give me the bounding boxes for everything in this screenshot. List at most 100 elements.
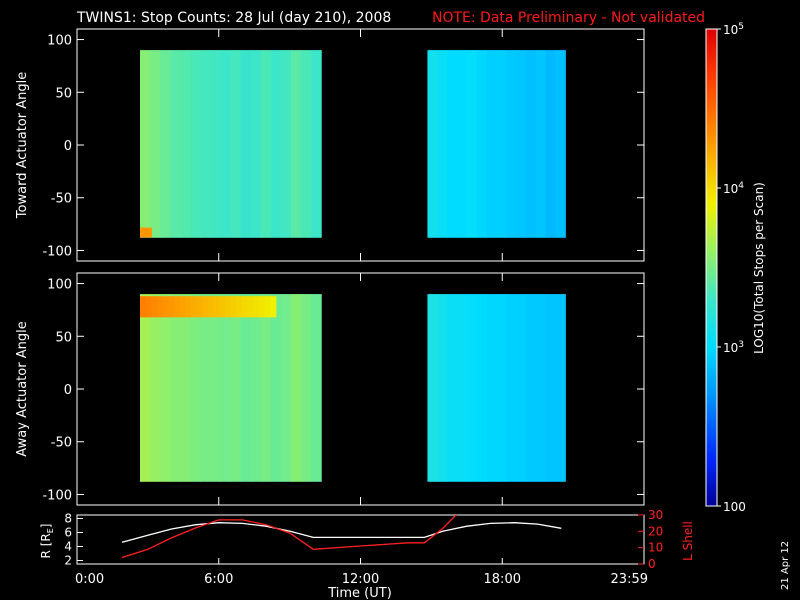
radius-ytick-label: 4 <box>64 540 72 554</box>
toward-block2-column <box>437 50 448 238</box>
away-ytick-label: -100 <box>42 488 72 503</box>
away-block1-column <box>210 294 222 482</box>
orbit-lines <box>121 515 562 559</box>
date-stamp: 21 Apr 12 <box>780 541 791 590</box>
away-band-cell <box>190 296 198 318</box>
colorbar-tick-label: 100 <box>723 500 746 514</box>
away-block1-column <box>150 294 161 482</box>
away-block1-column <box>311 294 322 482</box>
away-block1-column <box>260 294 272 482</box>
toward-panel: -100 -50 0 50 100 Toward Actuator Angle <box>15 28 645 262</box>
away-band-cell <box>213 296 220 318</box>
toward-block2-column <box>466 50 478 238</box>
away-block1-column <box>160 294 171 482</box>
time-xtick-label: 23:59 <box>611 572 648 587</box>
away-ytick-label: -50 <box>51 436 72 451</box>
away-block1-column <box>250 294 262 482</box>
away-block1-column <box>170 294 181 482</box>
away-block2-column <box>476 294 488 482</box>
toward-block1-column <box>190 50 201 238</box>
away-panel: -100 -50 0 50 100 Away Actuator Angle <box>15 272 645 506</box>
lshell-ytick-label: 20 <box>648 524 663 538</box>
away-band-cell <box>173 296 181 318</box>
away-block1-column <box>301 294 312 482</box>
away-block1-column <box>190 294 201 482</box>
away-block1-column <box>180 294 191 482</box>
away-block2-column <box>506 294 517 482</box>
colorbar-label: LOG10(Total Stops per Scan) <box>752 182 766 354</box>
away-band-cell <box>241 296 249 318</box>
toward-block1-column <box>290 50 302 238</box>
lshell-ytick-label: 30 <box>648 508 663 522</box>
away-band-cell <box>219 296 226 318</box>
toward-block1-column <box>150 50 161 238</box>
toward-block1-column <box>280 50 292 238</box>
away-block1-column <box>280 294 292 482</box>
radius-ytick-label: 6 <box>64 526 72 540</box>
toward-block2-column <box>525 50 537 238</box>
lshell-ytick-label: 10 <box>648 541 663 555</box>
radius-line <box>121 522 562 543</box>
colorbar-ticks: 105 104 103 100 <box>717 22 746 514</box>
away-band-cell <box>253 296 260 318</box>
away-band-cell <box>179 296 186 318</box>
away-block2-column <box>456 294 468 482</box>
toward-block1-column <box>311 50 322 238</box>
toward-block2-column <box>476 50 488 238</box>
time-xtick-label: 12:00 <box>342 572 379 587</box>
away-block2-column <box>516 294 527 482</box>
away-block2-column <box>447 294 458 482</box>
away-band-cell <box>185 296 192 318</box>
toward-block1-column <box>170 50 181 238</box>
colorbar: 105 104 103 100 LOG10(Total Stops per Scan) <box>705 22 766 514</box>
toward-block1-column <box>270 50 282 238</box>
away-block2-column <box>525 294 537 482</box>
toward-ytick-label: -100 <box>42 244 72 259</box>
away-ytick-label: 0 <box>64 383 72 398</box>
toward-block2-column <box>516 50 527 238</box>
away-band-cell <box>236 296 243 318</box>
toward-ytick-label: -50 <box>51 192 72 207</box>
colorbar-tick-label: 104 <box>723 181 744 196</box>
orbit-plot-area <box>76 514 645 565</box>
away-band-cell <box>151 296 158 318</box>
away-block1-column <box>220 294 232 482</box>
lshell-ytick-label: 0 <box>648 557 656 571</box>
toward-block1-column <box>260 50 272 238</box>
toward-block1-column <box>250 50 262 238</box>
away-band-cell <box>196 296 203 318</box>
away-block2-column <box>545 294 556 482</box>
time-xtick-label: 18:00 <box>484 572 521 587</box>
toward-axes: -100 -50 0 50 100 <box>42 29 645 261</box>
away-band-cell <box>264 296 271 318</box>
toward-block1-column <box>160 50 171 238</box>
away-block1-column <box>140 294 151 482</box>
time-xtick-label: 6:00 <box>204 572 233 587</box>
lshell-ylabel: L Shell <box>681 521 695 561</box>
toward-ytick-label: 0 <box>64 139 72 154</box>
toward-ytick-label: 100 <box>47 34 72 49</box>
toward-block2-column <box>545 50 556 238</box>
radius-ytick-label: 2 <box>64 554 72 568</box>
colorbar-bar <box>705 28 718 507</box>
colorbar-tick-label: 103 <box>723 340 744 355</box>
away-band-cell <box>145 296 152 318</box>
away-band-cell <box>140 296 147 318</box>
away-band-cell <box>207 296 215 318</box>
toward-block2-column <box>535 50 547 238</box>
away-band-cell <box>270 296 277 318</box>
chart-title: TWINS1: Stop Counts: 28 Jul (day 210), 2… <box>76 10 391 26</box>
time-xtick-label: 0:00 <box>75 572 104 587</box>
toward-block1-column <box>180 50 191 238</box>
toward-ytick-label: 50 <box>55 86 72 101</box>
away-ytick-label: 50 <box>55 330 72 345</box>
away-block2-column <box>466 294 478 482</box>
away-block2-column <box>437 294 448 482</box>
away-band-cell <box>247 296 254 318</box>
away-band-cell <box>168 296 175 318</box>
radius-ytick-label: 8 <box>64 512 72 526</box>
away-block1-column <box>230 294 242 482</box>
away-block1-column <box>290 294 302 482</box>
toward-block1-column <box>240 50 252 238</box>
